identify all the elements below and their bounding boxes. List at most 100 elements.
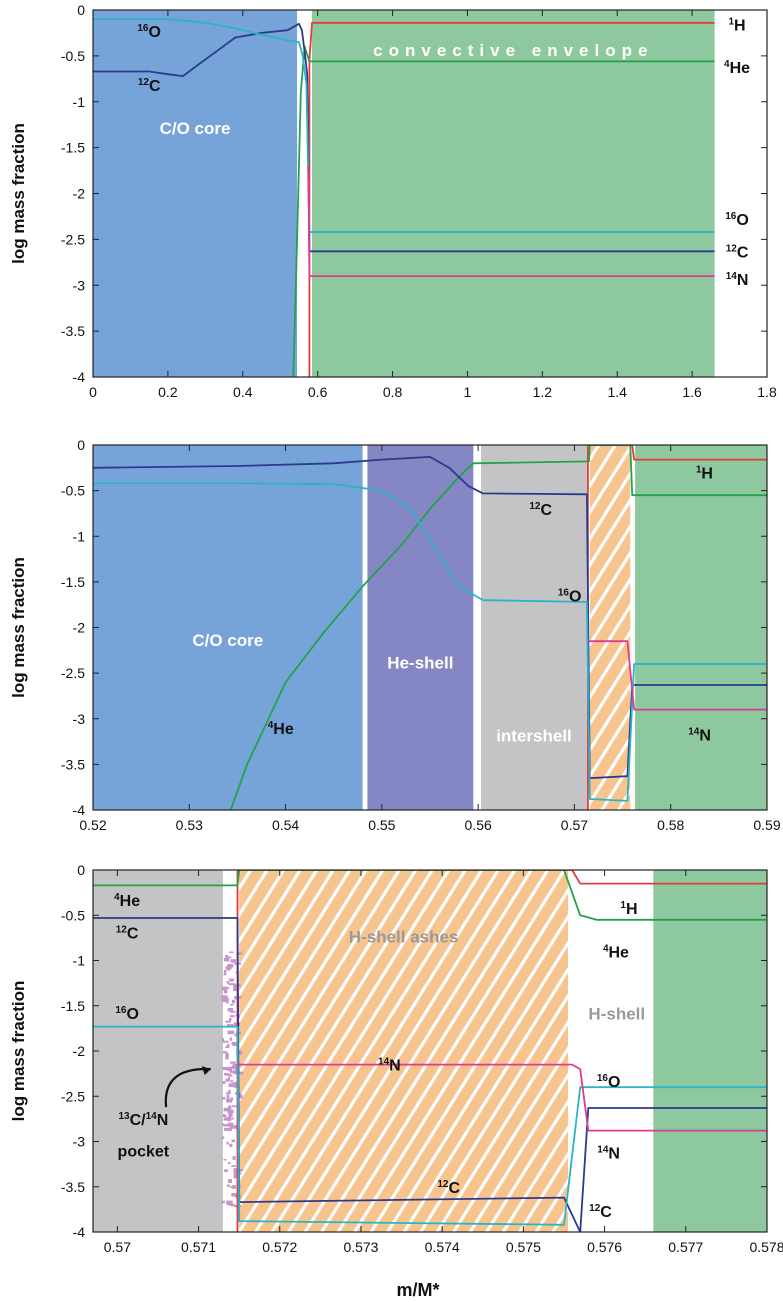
region-label-he-shell: He-shell <box>387 654 453 673</box>
pocket-speck <box>226 1141 229 1145</box>
isotope-label-4He: 4He <box>724 59 750 77</box>
pocket-speck <box>231 1203 235 1207</box>
pocket-speck <box>237 1094 243 1099</box>
x-tick-label: 0 <box>89 384 97 400</box>
x-tick-label: 0.54 <box>272 817 299 833</box>
pocket-speck <box>229 1003 234 1006</box>
pocket-speck <box>227 1117 234 1120</box>
isotope-label-12C: 12C <box>116 924 139 942</box>
region-label-c-o-core: C/O core <box>192 631 263 650</box>
pocket-speck <box>230 1080 233 1083</box>
x-tick-label: 0.52 <box>79 817 106 833</box>
isotope-label-14N: 14N <box>688 726 711 744</box>
pocket-speck <box>233 986 239 992</box>
isotope-label-4He: 4He <box>114 892 140 910</box>
pocket-speck <box>226 1043 230 1049</box>
pocket-speck <box>237 1071 244 1075</box>
y-tick-label: -3 <box>73 1134 86 1150</box>
region-intershell <box>481 445 587 810</box>
pocket-speck <box>226 1098 233 1103</box>
pocket-speck <box>229 1015 235 1018</box>
pocket-speck <box>223 969 227 974</box>
pocket-speck <box>225 1053 229 1058</box>
pocket-speck <box>227 1111 230 1114</box>
x-tick-label: 0.572 <box>262 1239 297 1255</box>
pocket-speck <box>225 1073 232 1076</box>
x-tick-label: 0.4 <box>233 384 253 400</box>
y-tick-label: 0 <box>77 2 85 18</box>
pocket-speck <box>227 1109 234 1114</box>
y-tick-label: -1.5 <box>61 140 85 156</box>
x-tick-label: 0.571 <box>181 1239 216 1255</box>
pocket-speck <box>222 997 229 1003</box>
x-tick-label: 0.577 <box>668 1239 703 1255</box>
x-tick-label: 0.8 <box>383 384 403 400</box>
pocket-speck <box>231 1165 236 1167</box>
region-label-intershell: intershell <box>496 727 572 746</box>
region-label-c-o-core: C/O core <box>160 119 231 138</box>
pocket-speck <box>237 1168 244 1172</box>
region-label-convective-envelope: convective envelope <box>373 41 653 60</box>
x-tick-label: 0.576 <box>587 1239 622 1255</box>
pocket-speck <box>225 966 230 970</box>
pocket-speck <box>225 1020 231 1023</box>
x-tick-label: 0.57 <box>561 817 588 833</box>
pocket-speck <box>229 1017 232 1021</box>
panel-bottom: 0 -0.5 -1 -1.5 -2 -2.5 -3 -3.5 -4 0.57 0.571 0.572 0… <box>9 862 783 1255</box>
pocket-speck <box>229 1143 233 1148</box>
pocket-arrow <box>164 1067 211 1108</box>
y-axis-label: log mass fraction <box>9 981 28 1122</box>
x-axis-label: m/M* <box>396 1280 439 1300</box>
pocket-speck <box>232 1064 239 1070</box>
y-tick-label: -4 <box>73 802 86 818</box>
x-tick-label: 0.56 <box>465 817 492 833</box>
x-tick-label: 0.58 <box>657 817 684 833</box>
series-line-12C <box>93 22 715 253</box>
pocket-speck <box>226 1095 230 1099</box>
isotope-label-16O: 16O <box>597 1073 621 1091</box>
y-tick-label: -0.5 <box>61 483 85 499</box>
pocket-speck <box>229 1037 232 1041</box>
pocket-speck <box>232 1063 239 1066</box>
series-line-12C <box>93 456 767 779</box>
y-tick-label: -4 <box>73 1224 86 1240</box>
x-tick-label: 0.55 <box>368 817 395 833</box>
isotope-label-12C: 12C <box>726 243 749 261</box>
y-tick-label: -2 <box>73 1043 86 1059</box>
pocket-speck <box>227 1162 231 1165</box>
pocket-speck <box>227 1007 234 1012</box>
pocket-speck <box>223 972 227 976</box>
region-convective-envelope <box>312 10 715 377</box>
pocket-speck <box>224 1169 228 1173</box>
x-tick-label: 0.57 <box>104 1239 131 1255</box>
y-axis-label: log mass fraction <box>9 123 28 264</box>
pocket-speck <box>231 999 236 1004</box>
y-tick-label: -2.5 <box>61 665 85 681</box>
series-line-14N <box>307 165 715 277</box>
y-tick-label: -2.5 <box>61 1088 85 1104</box>
pocket-speck <box>237 952 243 955</box>
pocket-speck <box>237 996 242 999</box>
plot-area <box>93 445 767 810</box>
pocket-speck <box>228 1112 233 1118</box>
pocket-speck <box>226 1200 233 1205</box>
plot-area <box>93 10 715 377</box>
pocket-speck <box>233 1174 239 1179</box>
isotope-label-16O: 16O <box>725 211 749 229</box>
y-tick-label: -2 <box>73 186 86 202</box>
region-band-3 <box>653 870 767 1232</box>
pocket-speck <box>223 1040 229 1043</box>
pocket-speck <box>229 951 234 953</box>
pocket-speck <box>227 1030 235 1035</box>
x-tick-label: 1.4 <box>607 384 627 400</box>
region-label-h-shell: H-shell <box>588 1004 645 1023</box>
pocket-speck <box>221 1123 224 1126</box>
series-line-14N <box>237 1063 767 1132</box>
pocket-speck <box>222 1051 228 1054</box>
y-tick-label: -3 <box>73 711 86 727</box>
pocket-speck <box>232 1105 237 1108</box>
pocket-speck <box>228 1179 232 1183</box>
series-line-4He <box>93 870 767 921</box>
y-axis-label: log mass fraction <box>9 557 28 698</box>
